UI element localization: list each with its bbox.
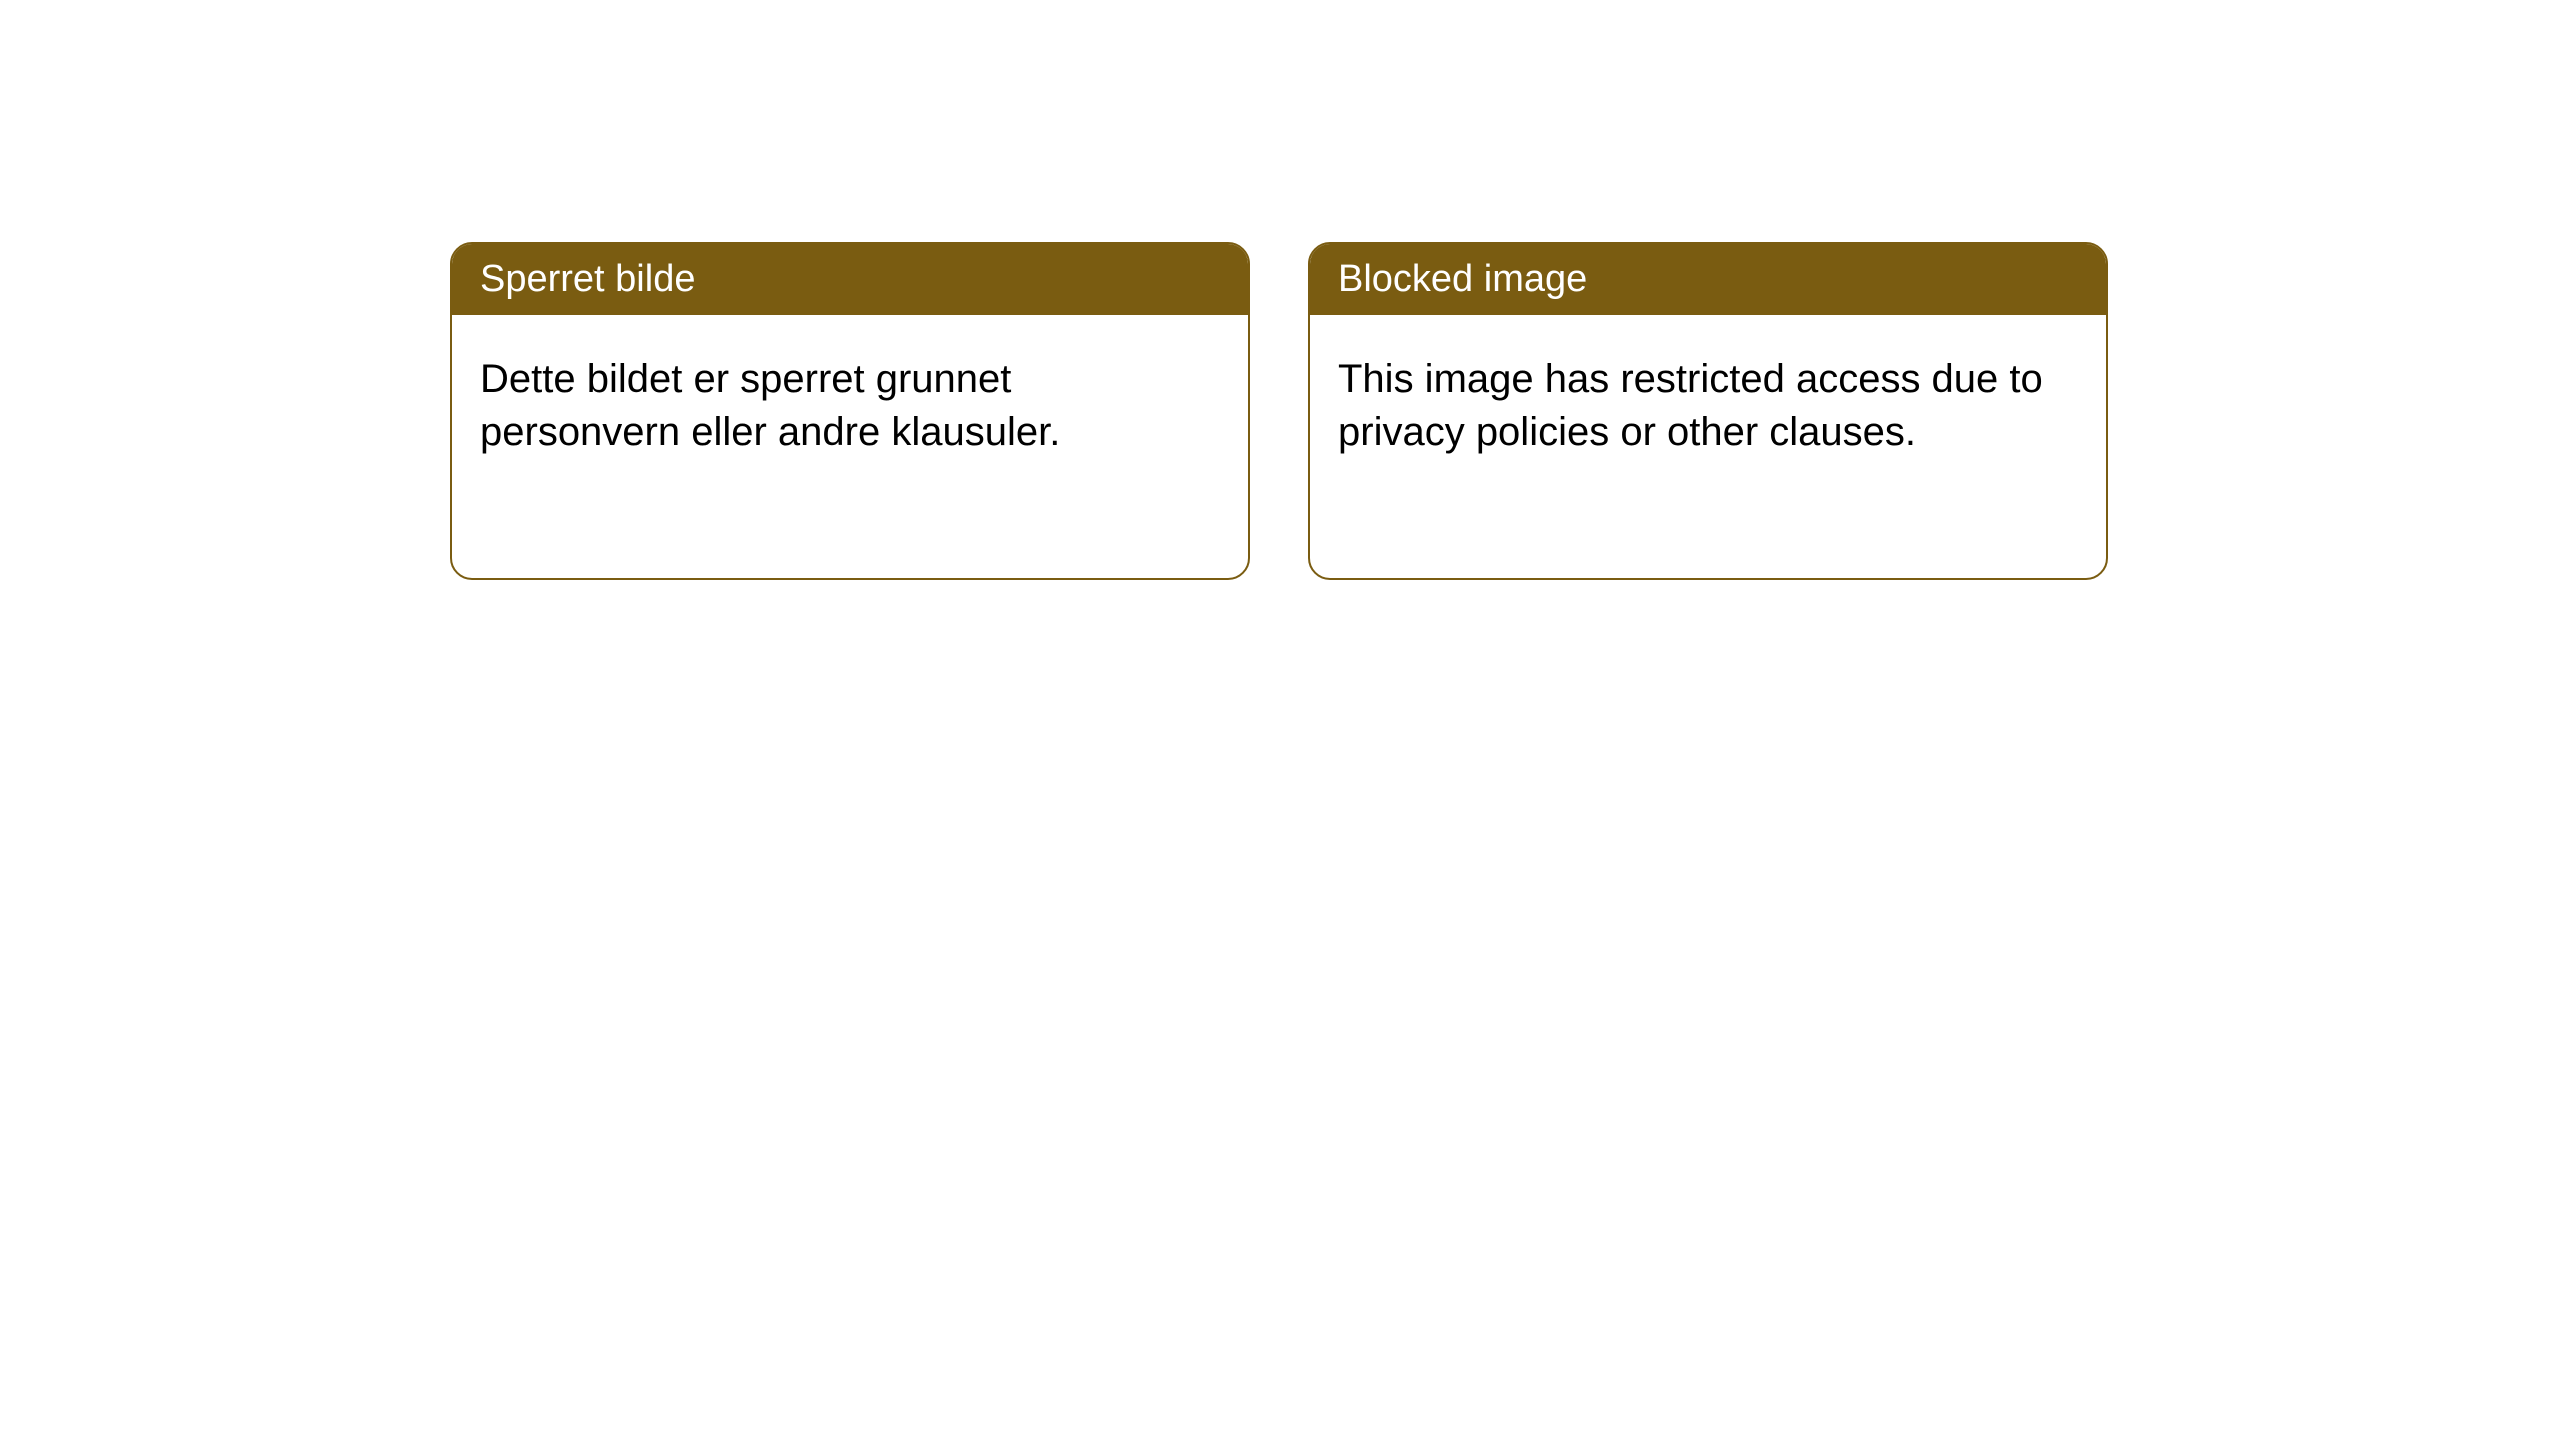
- card-body: This image has restricted access due to …: [1310, 315, 2106, 497]
- card-header-text: Blocked image: [1338, 258, 1587, 300]
- card-header: Blocked image: [1310, 244, 2106, 315]
- card-body: Dette bildet er sperret grunnet personve…: [452, 315, 1248, 497]
- card-body-text: This image has restricted access due to …: [1338, 357, 2043, 454]
- notice-card-norwegian: Sperret bilde Dette bildet er sperret gr…: [450, 242, 1250, 580]
- notice-cards-container: Sperret bilde Dette bildet er sperret gr…: [450, 242, 2108, 580]
- notice-card-english: Blocked image This image has restricted …: [1308, 242, 2108, 580]
- card-body-text: Dette bildet er sperret grunnet personve…: [480, 357, 1060, 454]
- card-header-text: Sperret bilde: [480, 258, 695, 300]
- card-header: Sperret bilde: [452, 244, 1248, 315]
